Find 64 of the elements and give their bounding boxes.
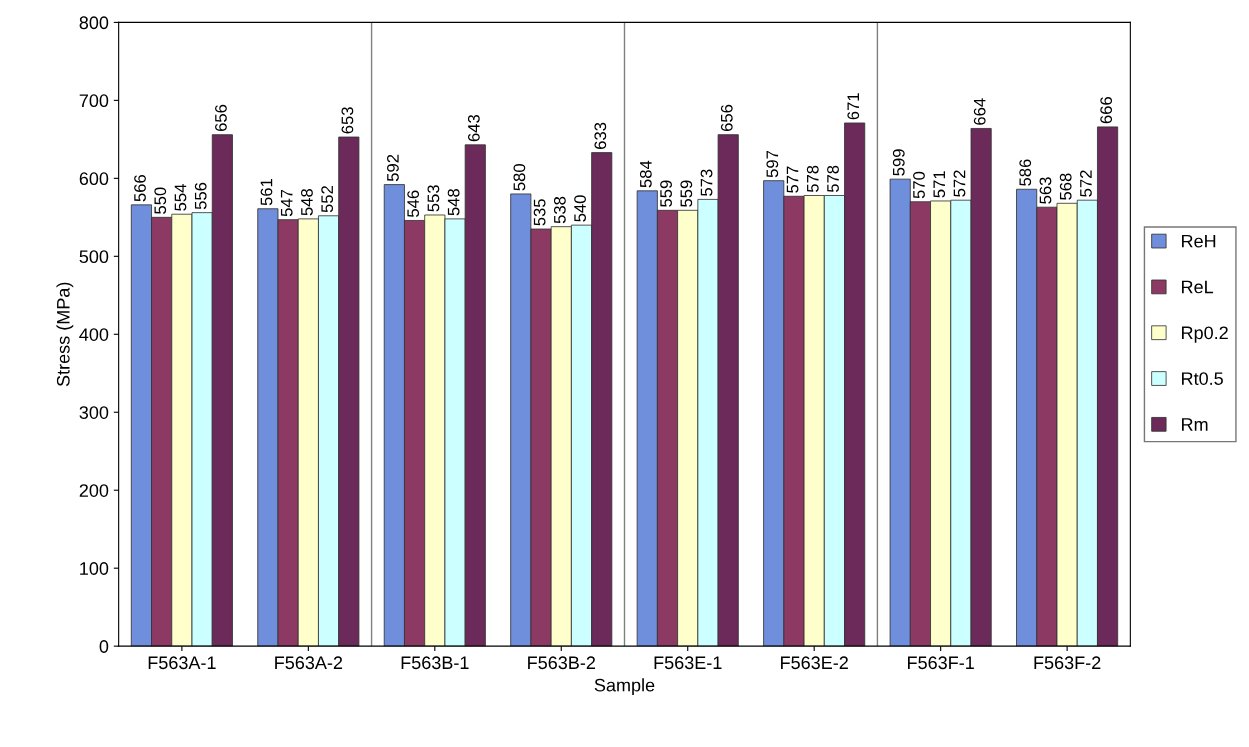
legend-label: Rp0.2 [1182, 326, 1228, 343]
x-tick-label: F563B-1 [401, 656, 469, 670]
x-tick-label: F563A-2 [275, 656, 343, 670]
legend-label: Rm [1182, 418, 1208, 431]
data-label: 586 [1019, 159, 1032, 186]
data-label: 656 [215, 104, 227, 132]
data-label: 584 [639, 160, 652, 188]
data-label: 548 [301, 189, 313, 216]
legend-label: ReL [1182, 280, 1214, 294]
y-tick-label: 100 [80, 562, 109, 575]
data-label: 572 [953, 170, 966, 197]
data-label: 664 [973, 98, 986, 125]
data-label: 633 [594, 122, 607, 149]
data-label: 580 [513, 164, 526, 191]
data-label: 572 [1080, 170, 1092, 197]
legend-label: Rt0.5 [1182, 372, 1223, 385]
data-label: 568 [1059, 173, 1072, 200]
data-label: 578 [806, 165, 819, 193]
data-label: 643 [467, 114, 480, 142]
y-tick-label: 600 [79, 172, 109, 186]
y-tick-label: 500 [79, 250, 109, 264]
y-tick-label: 300 [79, 406, 109, 419]
y-tick-label: 800 [79, 16, 109, 30]
data-label: 535 [533, 199, 546, 226]
x-tick-label: F563E-2 [781, 656, 848, 670]
x-tick-label: F563E-1 [654, 656, 722, 670]
y-tick-label: 200 [79, 484, 109, 497]
data-label: 540 [574, 195, 586, 222]
data-label: 666 [1100, 97, 1113, 124]
x-tick-label: F563F-2 [1034, 656, 1101, 670]
data-label: 552 [321, 186, 334, 213]
data-label: 578 [827, 165, 839, 193]
data-label: 592 [387, 154, 399, 182]
legend-label: ReH [1182, 234, 1216, 248]
y-tick-label: 0 [99, 640, 109, 653]
data-label: 577 [786, 166, 799, 193]
data-label: 547 [280, 189, 293, 217]
data-label: 570 [913, 171, 925, 199]
x-tick-label: F563F-1 [908, 656, 974, 670]
data-label: 559 [680, 180, 693, 207]
data-label: 556 [194, 182, 207, 210]
y-tick-label: 700 [79, 94, 109, 108]
x-tick-label: F563A-1 [148, 656, 216, 670]
data-label: 550 [154, 187, 167, 214]
data-label: 548 [447, 189, 460, 216]
data-label: 546 [407, 190, 420, 217]
data-label: 671 [847, 93, 860, 120]
data-label: 563 [1039, 177, 1052, 204]
y-tick-label: 400 [79, 328, 109, 341]
data-label: 573 [700, 169, 713, 196]
data-label: 566 [134, 175, 146, 202]
data-label: 656 [720, 104, 733, 132]
data-label: 553 [427, 185, 440, 212]
data-label: 599 [892, 149, 905, 176]
x-axis-title: Sample [594, 678, 655, 696]
y-axis-title: Stress (MPa) [56, 282, 74, 387]
data-label: 597 [766, 150, 779, 178]
data-label: 538 [553, 196, 566, 224]
data-label: 559 [660, 180, 672, 207]
data-label: 554 [174, 184, 187, 211]
data-label: 561 [260, 178, 273, 206]
x-tick-label: F563B-2 [528, 656, 595, 670]
data-label: 571 [933, 171, 946, 198]
data-label: 653 [341, 107, 354, 134]
